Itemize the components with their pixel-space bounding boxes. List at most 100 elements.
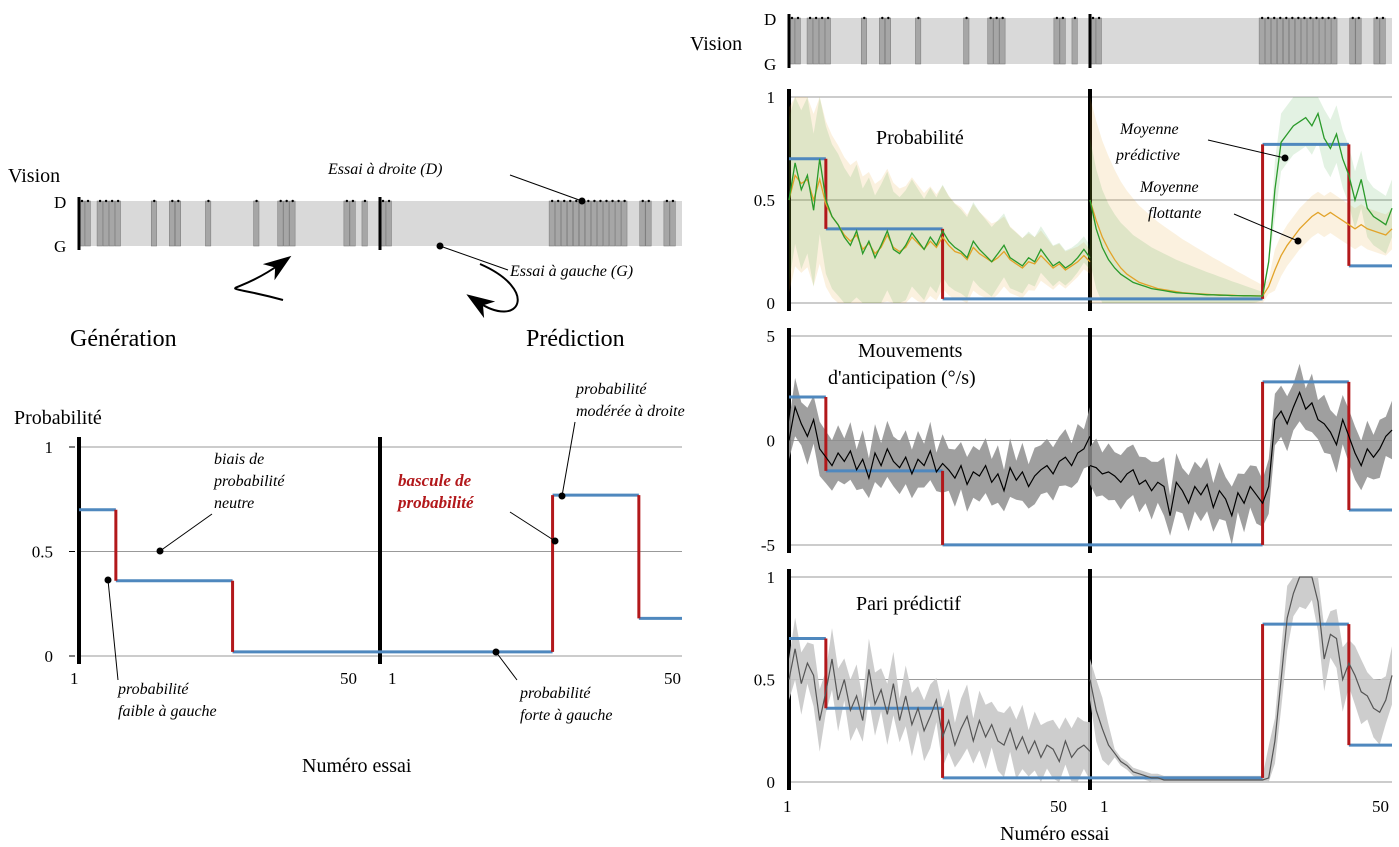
vision-right-trial	[645, 200, 652, 247]
vision-tick-dot	[1297, 16, 1300, 20]
vision-right-trial	[812, 17, 819, 65]
panel2-title-l2: d'anticipation (°/s)	[828, 367, 976, 389]
right-vision-strip	[787, 14, 1392, 68]
right-vision-label: Vision	[690, 33, 742, 55]
vision-tick-dot	[826, 16, 830, 20]
vision-tick-dot	[345, 199, 349, 203]
panel-y-tick: -5	[761, 536, 775, 555]
vision-right-trial	[1276, 17, 1283, 65]
line-pari	[788, 648, 1091, 764]
vision-right-trial	[169, 200, 175, 247]
vision-tick-dot	[790, 16, 794, 20]
vision-right-trial	[818, 17, 825, 65]
left-vision-strip	[77, 197, 682, 250]
vision-right-trial	[1295, 17, 1302, 65]
panel-y-tick: 0.5	[754, 191, 775, 210]
vision-right-trial	[1289, 17, 1296, 65]
moyenne-predictive-l2: prédictive	[1115, 147, 1180, 164]
vision-right-trial	[1071, 17, 1078, 65]
vision-tick-dot	[1061, 16, 1065, 20]
line-pari	[1089, 576, 1393, 781]
vision-right-trial	[343, 200, 350, 247]
moyenne-flottante-l2: flottante	[1148, 205, 1201, 222]
annot-essai-gauche-leader	[439, 245, 509, 271]
vision-tick-dot	[1291, 16, 1294, 20]
left-y-tick: 0	[45, 647, 54, 666]
line-moyenne-predictive	[1089, 111, 1393, 297]
vision-tick-dot	[587, 199, 590, 203]
vision-tick-dot	[285, 199, 288, 203]
vision-right-trial	[621, 200, 628, 247]
vision-right-trial	[1355, 17, 1362, 65]
vision-right-trial	[84, 200, 91, 247]
vision-right-trial	[175, 200, 181, 247]
right-x-tick: 50	[1372, 797, 1389, 816]
panel-y-tick: 1	[767, 88, 776, 107]
vision-right-trial	[609, 200, 616, 247]
vision-right-trial	[361, 200, 368, 247]
annot-faible-l1: probabilité	[117, 681, 189, 698]
vision-tick-dot	[86, 199, 90, 203]
vision-bg	[789, 18, 1090, 64]
vision-right-trial	[573, 200, 579, 247]
vision-tick-dot	[1321, 16, 1324, 20]
vision-right-trial	[1283, 17, 1289, 65]
vision-right-trial	[579, 200, 586, 247]
vision-tick-dot	[623, 199, 626, 203]
vision-tick-dot	[796, 16, 800, 20]
vision-tick-dot	[887, 16, 890, 20]
right-d-label: D	[764, 10, 776, 29]
panel1-title: Probabilité	[876, 127, 964, 149]
vision-tick-dot	[279, 199, 282, 203]
vision-right-trial	[108, 200, 115, 247]
vision-right-trial	[1319, 17, 1326, 65]
vision-tick-dot	[1073, 16, 1077, 20]
vision-tick-dot	[569, 199, 572, 203]
left-y-tick: 1	[45, 438, 54, 457]
vision-right-trial	[639, 200, 646, 247]
vision-tick-dot	[1375, 16, 1379, 20]
annot-bascule: bascule de probabilité	[396, 471, 559, 545]
band-predictive	[1090, 97, 1392, 303]
panel-y-tick: 5	[767, 327, 776, 346]
vision-tick-dot	[1055, 16, 1059, 20]
panel-y-tick: 1	[767, 568, 776, 587]
annot-essai-droite: Essai à droite (D)	[327, 161, 443, 178]
annot-biais-l3: neutre	[214, 495, 254, 512]
vision-tick-dot	[917, 16, 920, 20]
prediction-label: Prédiction	[526, 326, 625, 352]
vision-tick-dot	[881, 16, 884, 20]
panel2-title-l1: Mouvements	[858, 340, 963, 362]
left-prob-title: Probabilité	[14, 407, 102, 429]
vision-tick-dot	[1266, 16, 1270, 20]
vision-tick-dot	[110, 199, 114, 203]
vision-tick-dot	[207, 199, 210, 203]
vision-tick-dot	[1333, 16, 1336, 20]
vision-right-trial	[663, 200, 670, 247]
band-flottante	[1090, 97, 1392, 303]
annot-forte-l2: forte à gauche	[520, 707, 612, 724]
vision-tick-dot	[995, 16, 998, 20]
vision-right-trial	[885, 17, 891, 65]
vision-right-trial	[277, 200, 284, 247]
vision-right-trial	[253, 200, 260, 247]
vision-tick-dot	[1357, 16, 1360, 20]
vision-tick-dot	[381, 199, 385, 203]
vision-tick-dot	[177, 199, 180, 203]
left-x-tick: 50	[340, 669, 357, 688]
vision-right-trial	[1313, 17, 1320, 65]
vision-tick-dot	[1279, 16, 1282, 20]
panel-probabilite: 10.50	[754, 88, 1393, 313]
vision-right-trial	[1331, 17, 1338, 65]
vision-tick-dot	[1091, 16, 1095, 20]
vision-right-trial	[566, 200, 573, 247]
line-moyenne-predictive	[788, 158, 1091, 269]
vision-tick-dot	[617, 199, 620, 203]
vision-right-trial	[1325, 17, 1332, 65]
vision-tick-dot	[575, 199, 578, 203]
line-mouvements	[788, 404, 1091, 493]
left-prob-chart: 10.501 50 1 50	[32, 437, 682, 688]
left-x-tick: 50	[664, 669, 681, 688]
vision-right-trial	[1373, 17, 1380, 65]
vision-tick-dot	[563, 199, 566, 203]
